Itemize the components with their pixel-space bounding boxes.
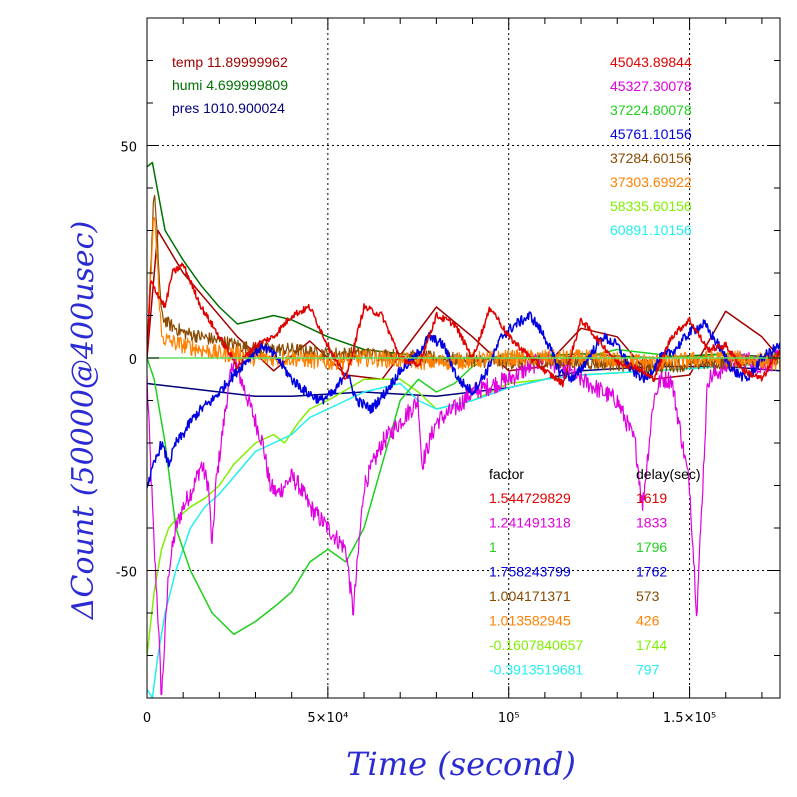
series-layer xyxy=(147,161,780,698)
environment-label: humi 4.699999809 xyxy=(172,77,288,93)
series-line xyxy=(147,348,780,636)
x-tick-label: 5×10⁴ xyxy=(307,711,348,726)
axis-ticks xyxy=(146,17,780,699)
legend-entry: 37303.69922 xyxy=(610,174,692,190)
factor-value: 1.004171371 xyxy=(489,588,571,604)
series-line xyxy=(147,311,780,489)
x-tick-label: 1.5×10⁵ xyxy=(663,711,716,726)
delay-value: 1796 xyxy=(636,539,667,555)
environment-legend: temp 11.89999962 humi 4.699999809 pres 101… xyxy=(172,54,288,116)
delay-value: 1619 xyxy=(636,490,667,506)
legend-entry: 58335.60156 xyxy=(610,198,692,214)
delay-header: delay(sec) xyxy=(636,466,701,482)
legend-entry: 45327.30078 xyxy=(610,78,692,94)
delay-value: 426 xyxy=(636,613,660,629)
y-axis-label: ΔCount (50000@400usec) xyxy=(66,221,101,620)
delay-value: 573 xyxy=(636,588,660,604)
x-tick-label: 0 xyxy=(143,711,151,726)
series-line xyxy=(147,229,780,381)
environment-label: pres 1010.900024 xyxy=(172,100,285,116)
delay-value: 1744 xyxy=(636,637,667,653)
value-legend: 45043.89844 45327.30078 37224.80078 45761.1… xyxy=(610,54,692,238)
environment-label: temp 11.89999962 xyxy=(172,54,288,70)
y-tick-label: 50 xyxy=(120,141,137,156)
legend-entry: 37284.60156 xyxy=(610,150,692,166)
legend-entry: 60891.10156 xyxy=(610,222,692,238)
x-axis-label: Time (second) xyxy=(346,745,576,783)
factor-header: factor xyxy=(489,466,524,482)
delay-value: 1762 xyxy=(636,564,667,580)
factor-value: 1.544729829 xyxy=(489,490,571,506)
factor-value: 1 xyxy=(489,539,497,555)
delay-value: 797 xyxy=(636,662,660,678)
series-line xyxy=(147,361,780,698)
x-tick-label: 10⁵ xyxy=(498,711,520,726)
series-line xyxy=(147,365,780,398)
legend-entry: 45761.10156 xyxy=(610,126,692,142)
series-line xyxy=(147,217,780,371)
y-tick-label: 0 xyxy=(129,353,137,368)
factor-value: -0.1607840657 xyxy=(489,637,583,653)
factor-value: 1.013582945 xyxy=(489,613,571,629)
legend-entry: 37224.80078 xyxy=(610,102,692,118)
series-line xyxy=(147,349,780,696)
tick-labels: 0 5×10⁴ 10⁵ 1.5×10⁵ 50 0 -50 xyxy=(116,141,716,727)
y-tick-label: -50 xyxy=(116,566,137,581)
factor-value: 1.758243799 xyxy=(489,564,571,580)
factor-value: -0.3913519681 xyxy=(489,662,583,678)
series-line xyxy=(147,262,780,388)
factor-delay-table: factor delay(sec) 1.544729829 1619 1.2414913… xyxy=(489,466,701,678)
factor-value: 1.241491318 xyxy=(489,515,571,531)
legend-entry: 45043.89844 xyxy=(610,54,692,70)
delay-value: 1833 xyxy=(636,515,667,531)
